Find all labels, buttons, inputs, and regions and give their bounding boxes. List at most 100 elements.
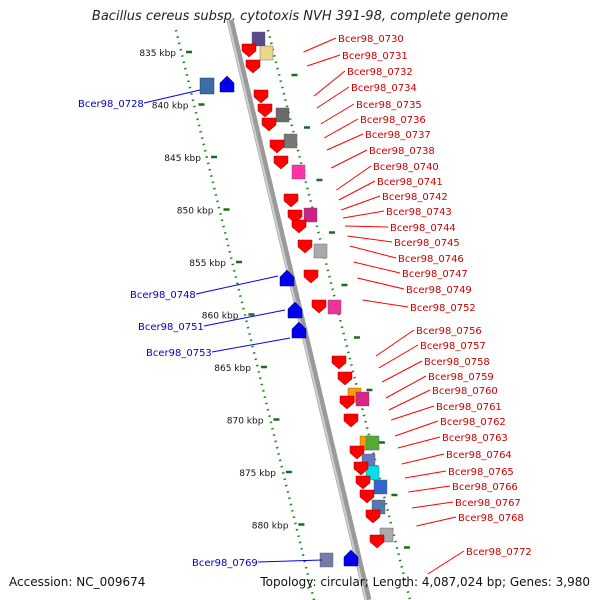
axis-tick-label: 845 kbp [164, 154, 201, 164]
forward-gene-arrow [303, 269, 319, 284]
forward-gene-arrow [343, 413, 359, 428]
forward-gene-label: Bcer98_0747 [402, 269, 468, 280]
reverse-gene-label: Bcer98_0753 [146, 348, 212, 359]
axis-tick-label: 875 kbp [239, 469, 276, 479]
forward-gene-arrow [353, 461, 369, 476]
label-leader-line [345, 225, 389, 228]
label-leader-line [381, 360, 423, 383]
label-leader-line [388, 389, 431, 411]
forward-gene-arrow [349, 445, 365, 460]
label-leader-line [427, 550, 465, 575]
forward-gene-label: Bcer98_0742 [382, 192, 448, 203]
label-leader-line [195, 275, 279, 295]
axis-tick-label: 870 kbp [227, 417, 264, 427]
reverse-gene-label: Bcer98_0751 [138, 322, 204, 333]
axis-tick-label: 835 kbp [139, 49, 176, 59]
forward-gene-label: Bcer98_0736 [360, 115, 426, 126]
topology-text: Topology: circular; Length: 4,087,024 bp… [260, 575, 590, 589]
reverse-gene-label: Bcer98_0728 [78, 99, 144, 110]
forward-gene-label: Bcer98_0752 [410, 303, 476, 314]
reverse-track-dots [174, 29, 316, 600]
label-leader-line [347, 235, 393, 243]
forward-gene-label: Bcer98_0735 [356, 100, 422, 111]
forward-gene-label: Bcer98_0761 [436, 402, 502, 413]
gene-feature-block [327, 299, 342, 315]
forward-gene-arrow [253, 89, 269, 104]
forward-gene-arrow [261, 117, 277, 132]
label-leader-line [306, 54, 341, 67]
forward-gene-label: Bcer98_0764 [446, 450, 512, 461]
gene-feature-block [373, 479, 388, 495]
label-leader-line [316, 86, 350, 109]
forward-gene-label: Bcer98_0740 [373, 162, 439, 173]
forward-gene-label: Bcer98_0762 [440, 417, 506, 428]
label-leader-line [375, 329, 415, 357]
forward-gene-label: Bcer98_0737 [365, 130, 431, 141]
gene-feature-block [355, 391, 370, 407]
gene-feature-blocks [199, 31, 394, 568]
axis-tick-label: 840 kbp [152, 102, 189, 112]
forward-gene-label: Bcer98_0731 [342, 51, 408, 62]
gene-feature-block [313, 243, 328, 259]
dotted-tracks [174, 29, 412, 600]
forward-gene-label: Bcer98_0738 [369, 146, 435, 157]
gene-arrows [219, 43, 385, 567]
gene-labels: Bcer98_0730 Bcer98_0731 Bcer98_0732 Bcer98_… [78, 34, 532, 569]
forward-gene-arrow [337, 371, 353, 386]
forward-gene-arrow [245, 59, 261, 74]
axis-ticks: 835 kbp 840 kbp 845 kbp 850 kbp 855 kbp 860 k… [139, 49, 410, 549]
reverse-gene-label: Bcer98_0748 [130, 290, 196, 301]
gene-feature-block [251, 31, 266, 47]
forward-gene-label: Bcer98_0743 [386, 207, 452, 218]
gene-feature-block [291, 164, 306, 180]
label-leader-line [323, 118, 359, 139]
gene-feature-block [259, 45, 274, 61]
forward-gene-label: Bcer98_0749 [406, 285, 472, 296]
label-leader-line [385, 375, 427, 399]
forward-gene-arrow [241, 43, 257, 58]
forward-gene-label: Bcer98_0756 [416, 326, 482, 337]
gene-feature-block [365, 435, 380, 451]
forward-gene-label: Bcer98_0758 [424, 357, 490, 368]
label-leader-line [397, 436, 441, 449]
label-leader-line [203, 309, 286, 327]
label-leader-line [303, 37, 337, 53]
label-leader-line [330, 149, 368, 169]
label-leader-line [362, 299, 409, 308]
forward-gene-label: Bcer98_0767 [455, 498, 521, 509]
axis-tick-label: 865 kbp [214, 364, 251, 374]
reverse-gene-arrow [291, 321, 307, 339]
forward-gene-label: Bcer98_0744 [390, 223, 456, 234]
label-leader-line [416, 516, 457, 527]
gene-feature-block [275, 107, 290, 123]
forward-gene-label: Bcer98_0768 [458, 513, 524, 524]
forward-gene-label: Bcer98_0734 [351, 83, 417, 94]
forward-gene-arrow [355, 475, 371, 490]
label-leader-line [313, 70, 346, 97]
label-leader-line [412, 501, 454, 509]
gene-feature-block [303, 207, 318, 223]
axis-tick-label: 880 kbp [252, 522, 289, 532]
accession-text: Accession: NC_009674 [9, 575, 146, 589]
label-leader-line [394, 420, 439, 437]
forward-gene-label: Bcer98_0759 [428, 372, 494, 383]
forward-gene-label: Bcer98_0760 [432, 386, 498, 397]
label-leader-line [408, 485, 451, 493]
forward-gene-label: Bcer98_0732 [347, 67, 413, 78]
forward-gene-label: Bcer98_0763 [442, 433, 508, 444]
label-leader-line [378, 344, 419, 369]
label-leader-line [404, 470, 447, 479]
label-leader-line [357, 277, 405, 290]
label-leader-line [343, 210, 385, 219]
forward-gene-arrow [269, 139, 285, 154]
gene-feature-block [283, 133, 298, 149]
label-leader-line [143, 89, 201, 104]
genome-title: Bacillus cereus subsp. cytotoxis NVH 391… [91, 9, 509, 24]
label-leader-line [391, 405, 435, 421]
forward-gene-label: Bcer98_0730 [338, 34, 404, 45]
label-leader-line [257, 559, 323, 563]
forward-gene-arrow [297, 239, 313, 254]
label-leader-line [353, 261, 401, 274]
axis-tick-label: 850 kbp [177, 207, 214, 217]
forward-gene-label: Bcer98_0772 [466, 547, 532, 558]
